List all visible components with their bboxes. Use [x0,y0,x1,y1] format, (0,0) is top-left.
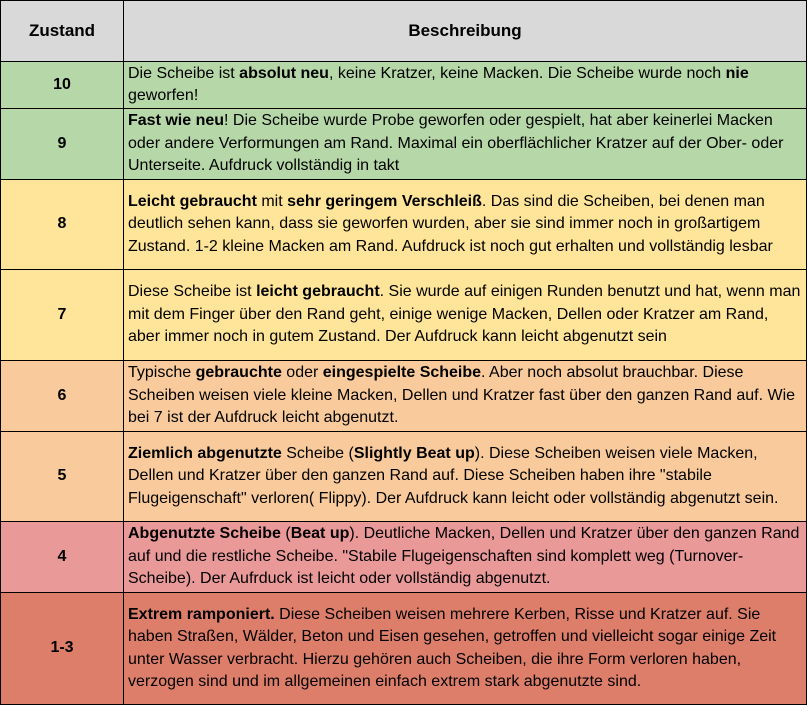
table-row: 10 Die Scheibe ist absolut neu, keine Kra… [0,61,807,109]
zustand-cell: 10 [0,61,124,109]
beschreibung-cell: Diese Scheibe ist leicht gebraucht. Sie … [123,269,807,361]
bold-text: eingespielte Scheibe [322,364,482,382]
table-row: 1-3 Extrem ramponiert. Diese Scheiben wei… [0,592,807,705]
zustand-cell: 5 [0,431,124,522]
text: . Aber noch absolut brauchbar. Diese Sch… [128,364,796,427]
zustand-cell: 7 [0,269,124,361]
text: geworfen! [128,87,199,104]
header-zustand: Zustand [0,0,124,62]
bold-text: sehr geringem Verschleiß [287,192,482,210]
beschreibung-cell: Leicht gebraucht mit sehr geringem Versc… [123,179,807,270]
beschreibung-cell: Ziemlich abgenutzte Scheibe (Slightly Be… [123,431,807,522]
bold-text: nie [725,64,749,82]
bold-text: Extrem ramponiert. [128,605,275,623]
beschreibung-cell: Extrem ramponiert. Diese Scheiben weisen… [123,592,807,705]
zustand-cell: 9 [0,108,124,180]
text: ( [280,525,291,543]
beschreibung-cell: Abgenutzte Scheibe (Beat up). Deutliche … [123,521,807,593]
table-row: 5 Ziemlich abgenutzte Scheibe (Slightly B… [0,431,807,522]
bold-text: Slightly Beat up [353,444,475,462]
table-row: 6 Typische gebrauchte oder eingespielte S… [0,360,807,432]
bold-text: Leicht gebraucht [128,192,257,210]
beschreibung-cell: Die Scheibe ist absolut neu, keine Kratz… [123,61,807,109]
table-row: 7 Diese Scheibe ist leicht gebraucht. Sie… [0,269,807,361]
table-row: 9 Fast wie neu! Die Scheibe wurde Probe g… [0,108,807,180]
zustand-cell: 1-3 [0,592,124,705]
bold-text: gebrauchte [195,364,282,382]
text: ! Die Scheibe wurde Probe geworfen oder … [128,112,784,175]
zustand-cell: 8 [0,179,124,270]
beschreibung-cell: Typische gebrauchte oder eingespielte Sc… [123,360,807,432]
table-row: 8 Leicht gebraucht mit sehr geringem Vers… [0,179,807,270]
bold-text: Abgenutzte Scheibe [128,525,281,543]
bold-text: Beat up [290,525,350,543]
table-row: 4 Abgenutzte Scheibe (Beat up). Deutliche… [0,521,807,593]
text: Typische [128,364,196,382]
text: Die Scheibe ist [128,64,240,82]
bold-text: absolut neu [239,64,329,82]
bold-text: Fast wie neu [128,112,225,130]
text: . Sie wurde auf einigen Runden benutzt u… [128,283,801,346]
text: , keine Kratzer, keine Macken. Die Schei… [328,64,726,82]
text: ). Diese Scheiben weisen viele Macken, D… [128,444,779,507]
header-beschreibung: Beschreibung [123,0,807,62]
text: Diese Scheibe ist [128,283,257,301]
text: Diese Scheiben weisen mehrere Kerben, Ri… [128,605,777,691]
text: oder [281,364,323,382]
text: ). Deutliche Macken, Dellen und Kratzer … [128,525,800,588]
beschreibung-cell: Fast wie neu! Die Scheibe wurde Probe ge… [123,108,807,180]
header-row: Zustand Beschreibung [0,0,807,62]
zustand-cell: 6 [0,360,124,432]
text: mit [256,192,288,210]
text: . Das sind die Scheiben, bei denen man d… [128,192,773,255]
bold-text: Ziemlich abgenutzte [128,444,282,462]
bold-text: leicht gebraucht [256,283,380,301]
text: Scheibe ( [281,444,354,462]
zustand-cell: 4 [0,521,124,593]
